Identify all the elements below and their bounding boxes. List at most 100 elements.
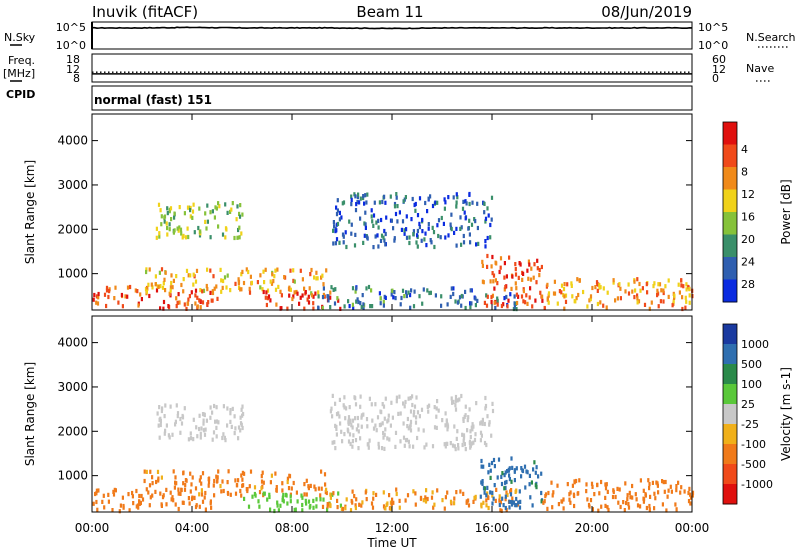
- power-cell: [403, 231, 406, 236]
- velocity-cell: [168, 435, 171, 440]
- velocity-cell: [454, 394, 458, 400]
- velocity-cell: [484, 395, 487, 401]
- velocity-cell: [362, 412, 365, 417]
- velocity-cell: [419, 496, 423, 501]
- velocity-cell: [503, 473, 506, 478]
- power-cell: [315, 270, 318, 275]
- power-cell: [249, 274, 252, 279]
- power-cell: [595, 280, 599, 285]
- freq-left-tick: 8: [73, 72, 80, 85]
- power-cell: [412, 232, 415, 237]
- velocity-cell: [361, 500, 364, 505]
- velocity-cell: [199, 431, 202, 436]
- power-cell: [213, 286, 216, 291]
- velocity-cell: [411, 402, 414, 408]
- velocity-cell: [399, 411, 402, 416]
- power-cell: [370, 208, 373, 213]
- velocity-cell: [135, 488, 138, 494]
- power-cell: [338, 217, 341, 222]
- power-cell: [165, 221, 168, 226]
- velocity-cell: [489, 475, 492, 480]
- velocity-cell: [357, 423, 360, 428]
- velocity-cell: [359, 436, 362, 441]
- power-cell: [456, 195, 459, 200]
- power-cell: [505, 274, 508, 279]
- velocity-cell: [321, 504, 325, 509]
- power-cell: [431, 225, 434, 230]
- velocity-cell: [221, 435, 224, 441]
- power-cell: [274, 287, 278, 292]
- power-cell: [384, 295, 387, 300]
- power-cell: [464, 199, 467, 204]
- power-cell: [296, 291, 299, 296]
- power-cell: [195, 268, 199, 273]
- power-cell: [399, 302, 402, 307]
- velocity-cell: [661, 502, 664, 507]
- velocity-cell: [325, 490, 328, 496]
- velocity-cell: [444, 411, 447, 416]
- power-cell: [269, 279, 272, 284]
- velocity-cell: [357, 446, 360, 451]
- velocity-cell: [493, 483, 496, 488]
- power-cell: [199, 288, 202, 293]
- power-cell: [350, 197, 353, 202]
- power-colorbar-tick: 20: [741, 233, 755, 246]
- power-cell: [443, 197, 446, 202]
- power-cell: [502, 302, 505, 307]
- power-cell: [570, 281, 573, 286]
- time-axis-label: Time UT: [366, 536, 417, 550]
- power-cell: [341, 201, 344, 206]
- power-cell: [354, 208, 358, 213]
- velocity-cell: [618, 487, 621, 492]
- power-cell: [421, 229, 424, 234]
- velocity-cell: [151, 481, 154, 486]
- power-cell: [395, 195, 398, 200]
- velocity-cell: [171, 495, 174, 500]
- velocity-cell: [498, 498, 501, 503]
- power-cell: [513, 294, 516, 299]
- velocity-cell: [305, 478, 308, 483]
- velocity-cell: [148, 503, 151, 508]
- velocity-cell: [381, 402, 384, 407]
- velocity-cell: [590, 481, 594, 486]
- velocity-cell: [331, 393, 334, 398]
- power-cell: [336, 208, 339, 213]
- velocity-cell: [689, 501, 692, 506]
- velocity-cell: [351, 425, 354, 430]
- power-cell: [390, 292, 393, 297]
- power-cell: [529, 286, 532, 291]
- power-cell: [522, 289, 525, 294]
- velocity-cell: [468, 407, 471, 412]
- velocity-cell: [691, 493, 694, 498]
- power-cell: [429, 238, 432, 243]
- power-cell: [159, 306, 162, 311]
- velocity-cell: [390, 400, 393, 405]
- velocity-cell: [395, 487, 398, 492]
- velocity-cell: [347, 439, 351, 444]
- power-cell: [321, 273, 324, 278]
- power-cell: [201, 300, 205, 305]
- velocity-cell: [158, 435, 161, 440]
- power-cell: [335, 222, 338, 227]
- velocity-cell: [604, 482, 607, 487]
- velocity-cell: [198, 504, 201, 509]
- power-cell: [414, 208, 417, 213]
- power-cell: [222, 278, 225, 284]
- power-cell: [553, 279, 556, 284]
- power-cell: [393, 201, 397, 207]
- velocity-cell: [462, 438, 465, 443]
- power-cell: [189, 214, 192, 219]
- power-cell: [450, 286, 453, 291]
- power-cell: [159, 208, 162, 213]
- power-cell: [529, 277, 533, 282]
- power-cell: [536, 266, 539, 271]
- velocity-cell: [436, 399, 439, 404]
- power-cell: [333, 224, 336, 229]
- velocity-cell: [561, 499, 564, 504]
- power-colorbar-frame: [722, 121, 738, 303]
- velocity-cell: [335, 432, 338, 437]
- velocity-cell: [151, 475, 154, 480]
- velocity-cell: [389, 506, 392, 511]
- power-cell: [218, 204, 221, 209]
- power-cell: [563, 306, 566, 311]
